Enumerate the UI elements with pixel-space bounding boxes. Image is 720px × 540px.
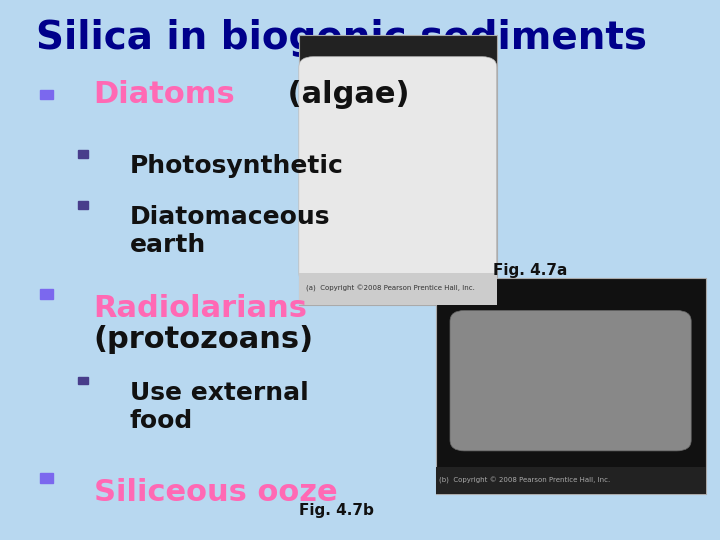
Text: (a)  Copyright ©2008 Pearson Prentice Hall, Inc.: (a) Copyright ©2008 Pearson Prentice Hal… (306, 285, 475, 293)
Bar (436, 467, 706, 494)
Bar (40, 289, 53, 299)
Text: Diatoms: Diatoms (94, 80, 235, 109)
Text: (protozoans): (protozoans) (94, 326, 314, 354)
FancyBboxPatch shape (299, 57, 497, 284)
Bar (40, 473, 53, 483)
Bar (78, 150, 88, 158)
FancyBboxPatch shape (450, 310, 691, 451)
Bar (78, 377, 88, 384)
Text: (b)  Copyright © 2008 Pearson Prentice Hall, Inc.: (b) Copyright © 2008 Pearson Prentice Ha… (439, 477, 611, 484)
Text: Diatomaceous
earth: Diatomaceous earth (130, 205, 330, 257)
Bar (78, 201, 88, 209)
Text: Fig. 4.7a: Fig. 4.7a (493, 262, 567, 278)
Text: Radiolarians: Radiolarians (94, 294, 307, 323)
Bar (299, 35, 497, 305)
Text: Photosynthetic: Photosynthetic (130, 154, 343, 178)
Bar (299, 273, 497, 305)
Text: (algae): (algae) (276, 80, 409, 109)
Bar (436, 278, 706, 494)
Text: Fig. 4.7b: Fig. 4.7b (299, 503, 374, 518)
Text: Use external
food: Use external food (130, 381, 308, 433)
Bar (40, 90, 53, 99)
Text: Silica in biogenic sediments: Silica in biogenic sediments (36, 19, 647, 57)
Text: Siliceous ooze: Siliceous ooze (94, 478, 337, 507)
